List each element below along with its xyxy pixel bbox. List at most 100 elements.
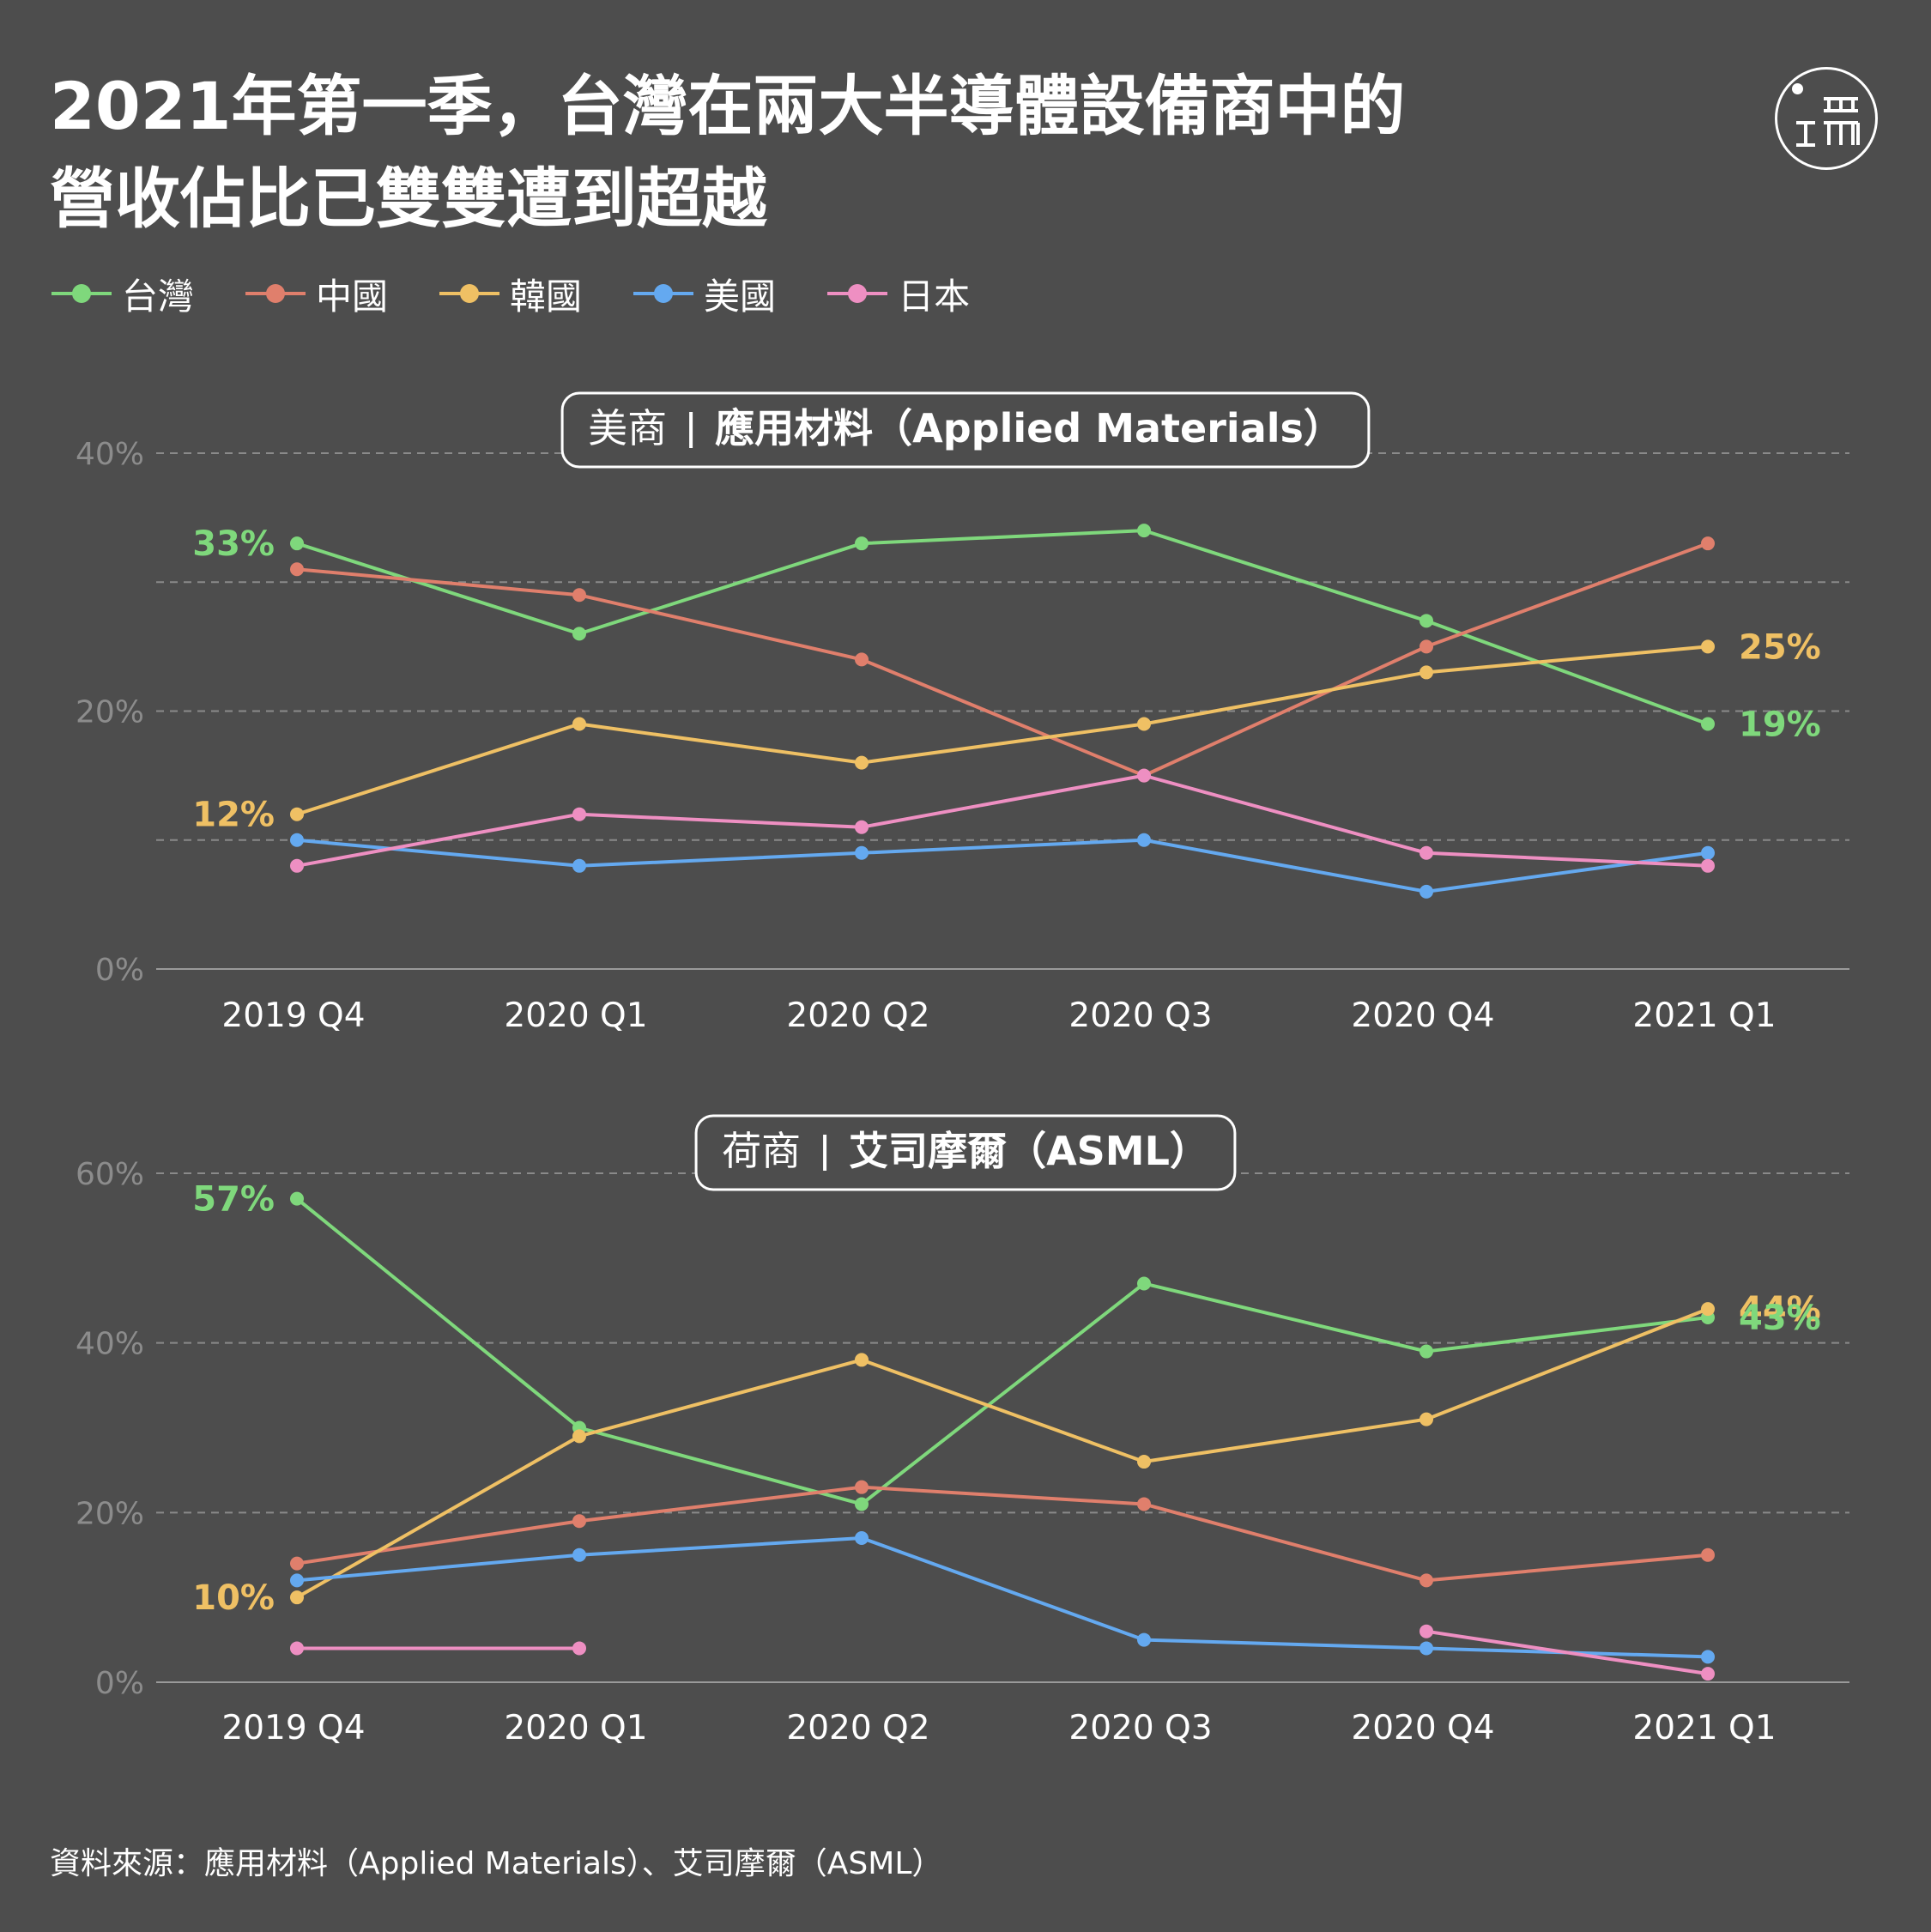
legend-swatch	[245, 284, 306, 303]
data-point	[1419, 1344, 1433, 1359]
data-point	[290, 1556, 304, 1571]
series-1	[290, 1480, 1715, 1588]
x-tick-label: 2020 Q4	[1351, 1709, 1494, 1747]
x-tick-label: 2019 Q4	[221, 996, 365, 1035]
legend-label: 日本	[898, 275, 971, 318]
x-tick-label: 2020 Q2	[786, 996, 929, 1035]
data-point	[1701, 1650, 1715, 1664]
x-tick-label: 2020 Q3	[1068, 996, 1212, 1035]
legend-label: 美國	[704, 275, 777, 318]
x-tick-label: 2020 Q3	[1068, 1709, 1212, 1747]
x-tick-label: 2020 Q1	[504, 1709, 647, 1747]
data-point	[1701, 717, 1715, 731]
chart-title-box: 美商 應用材料（Applied Materials）	[560, 391, 1371, 469]
data-point	[572, 1429, 586, 1444]
series-0	[290, 524, 1715, 731]
legend-label: 中國	[316, 275, 389, 318]
y-tick-label: 20%	[76, 695, 144, 730]
data-label: 12%	[192, 796, 275, 835]
data-point	[855, 1530, 869, 1545]
series-3	[290, 1530, 1715, 1664]
legend-item: 韓國	[439, 268, 582, 320]
data-point	[1419, 1624, 1433, 1638]
x-tick-label: 2021 Q1	[1632, 996, 1776, 1035]
data-label: 25%	[1739, 627, 1821, 667]
chart-title-frame	[694, 1114, 1237, 1191]
data-point	[1419, 665, 1433, 680]
legend-swatch-dot	[654, 284, 674, 303]
series-line	[295, 1197, 1709, 1506]
legend-swatch	[51, 284, 112, 303]
title-line-2: 營收佔比已雙雙遭到超越	[50, 160, 767, 237]
data-point	[572, 717, 586, 731]
data-point	[572, 858, 586, 873]
data-label: 57%	[192, 1180, 275, 1220]
legend-item: 日本	[827, 268, 970, 320]
legend-swatch-dot	[266, 284, 286, 303]
data-point	[1419, 1641, 1433, 1656]
y-tick-label: 60%	[76, 1157, 144, 1192]
chart-title-prefix: 美商	[588, 405, 667, 451]
data-point	[855, 1353, 869, 1367]
data-point	[855, 755, 869, 770]
data-point	[1419, 639, 1433, 654]
series-line	[296, 529, 1709, 726]
initium-logo-icon	[1775, 67, 1878, 170]
data-point	[1419, 884, 1433, 899]
data-point	[1701, 536, 1715, 551]
series-line	[296, 542, 1709, 778]
data-label: 10%	[192, 1578, 275, 1618]
data-label: 33%	[192, 524, 275, 564]
series-line	[296, 1307, 1709, 1599]
data-point	[290, 562, 304, 577]
data-point	[855, 1480, 869, 1494]
series-2	[290, 1302, 1715, 1605]
source-note: 資料來源：應用材料（Applied Materials）、艾司摩爾（ASML）	[50, 1846, 943, 1881]
data-point	[1137, 833, 1151, 847]
data-point	[290, 833, 304, 847]
data-point	[572, 1641, 586, 1656]
series-line	[296, 838, 1709, 893]
data-point	[290, 807, 304, 821]
data-point	[1419, 614, 1433, 628]
data-point	[855, 845, 869, 860]
data-point	[1701, 1547, 1715, 1562]
data-point	[1701, 845, 1715, 860]
chart-title: 2021年第一季，台灣在兩大半導體設備商中的 營收佔比已雙雙遭到超越	[50, 60, 1680, 245]
legend: 台灣 中國 韓國 美國 日本	[51, 271, 1021, 318]
data-point	[855, 820, 869, 834]
data-point	[1701, 1667, 1715, 1681]
chart-title: 艾司摩爾（ASML）	[849, 1128, 1209, 1174]
data-point	[1137, 1455, 1151, 1469]
series-line	[296, 773, 1709, 868]
chart-panel: 0% 20% 40% 2019 Q4 2020 Q1 2020 Q2 2020 Q3 2020…	[76, 391, 1849, 1035]
x-tick-label: 2020 Q2	[786, 1709, 929, 1747]
legend-item: 中國	[245, 268, 388, 320]
data-point	[290, 1573, 304, 1588]
series-line	[296, 1485, 1709, 1583]
series-2	[290, 639, 1715, 821]
data-point	[1701, 858, 1715, 873]
data-point	[572, 1514, 586, 1529]
y-tick-label: 20%	[76, 1496, 144, 1531]
y-tick-label: 40%	[76, 1327, 144, 1362]
chart-title-prefix: 荷商	[722, 1128, 801, 1174]
x-tick-label: 2020 Q4	[1351, 996, 1494, 1035]
chart-title-box: 荷商 艾司摩爾（ASML）	[694, 1114, 1237, 1191]
series-line	[1426, 1629, 1709, 1676]
x-tick-label: 2021 Q1	[1632, 1709, 1776, 1747]
data-point	[855, 1497, 869, 1511]
legend-swatch	[827, 284, 888, 303]
legend-item: 美國	[633, 268, 776, 320]
data-point	[1137, 1632, 1151, 1647]
title-line-1: 2021年第一季，台灣在兩大半導體設備商中的	[50, 68, 1406, 144]
logo-dot	[1792, 83, 1803, 94]
series-3	[290, 833, 1715, 899]
data-point	[572, 807, 586, 821]
legend-swatch	[633, 284, 694, 303]
data-point	[1701, 639, 1715, 654]
data-point	[290, 536, 304, 551]
data-point	[1137, 1276, 1151, 1291]
y-tick-label: 40%	[76, 437, 144, 472]
